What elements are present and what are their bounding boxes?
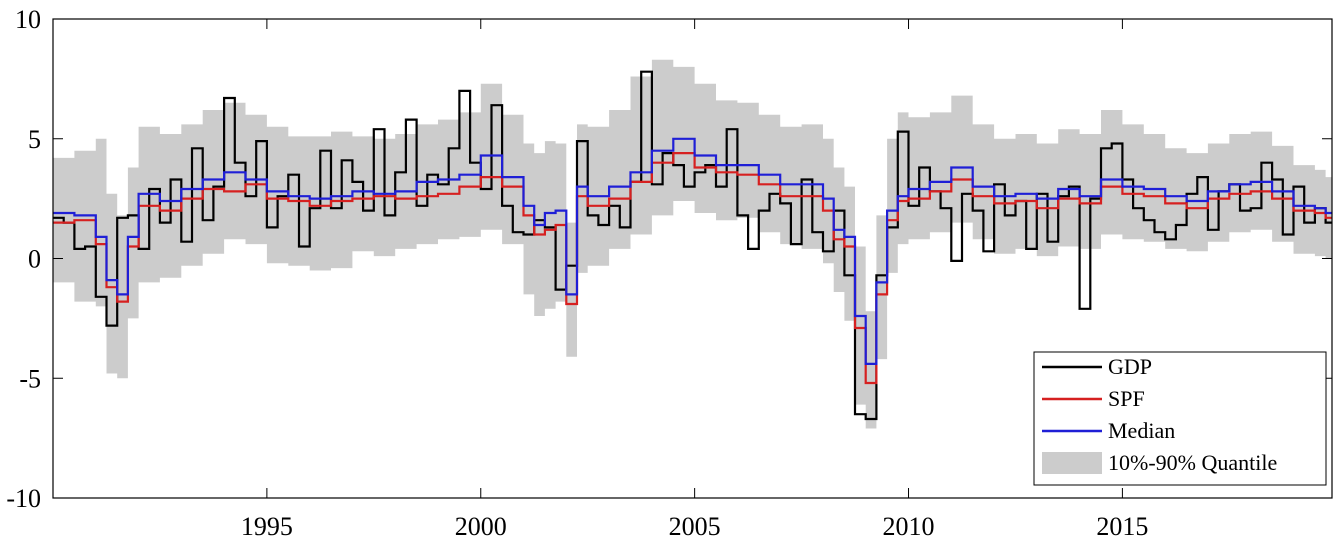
y-tick-label--5: -5 — [19, 364, 41, 393]
legend-label-quantile: 10%-90% Quantile — [1108, 450, 1277, 475]
legend-label-gdp: GDP — [1108, 354, 1152, 379]
y-tick-label-0: 0 — [28, 245, 41, 274]
x-tick-label-2005: 2005 — [669, 512, 721, 541]
x-tick-label-1995: 1995 — [241, 512, 293, 541]
legend-label-spf: SPF — [1108, 386, 1145, 411]
series-gdp-line — [53, 70, 1332, 421]
legend-label-median: Median — [1108, 418, 1175, 443]
y-tick-label-10: 10 — [15, 5, 41, 34]
legend: GDP SPF Median 10%-90% Quantile — [1033, 351, 1327, 486]
series-layer — [53, 70, 1332, 421]
legend-swatch-quantile — [1042, 452, 1102, 474]
ticks-layer: 1995 2000 2005 2010 2015 -10 -5 0 5 10 — [6, 5, 1332, 541]
x-tick-label-2000: 2000 — [455, 512, 507, 541]
x-tick-label-2015: 2015 — [1096, 512, 1148, 541]
y-tick-label-5: 5 — [28, 125, 41, 154]
series-median-line — [53, 137, 1332, 365]
x-tick-label-2010: 2010 — [883, 512, 935, 541]
y-tick-label--10: -10 — [6, 484, 41, 513]
